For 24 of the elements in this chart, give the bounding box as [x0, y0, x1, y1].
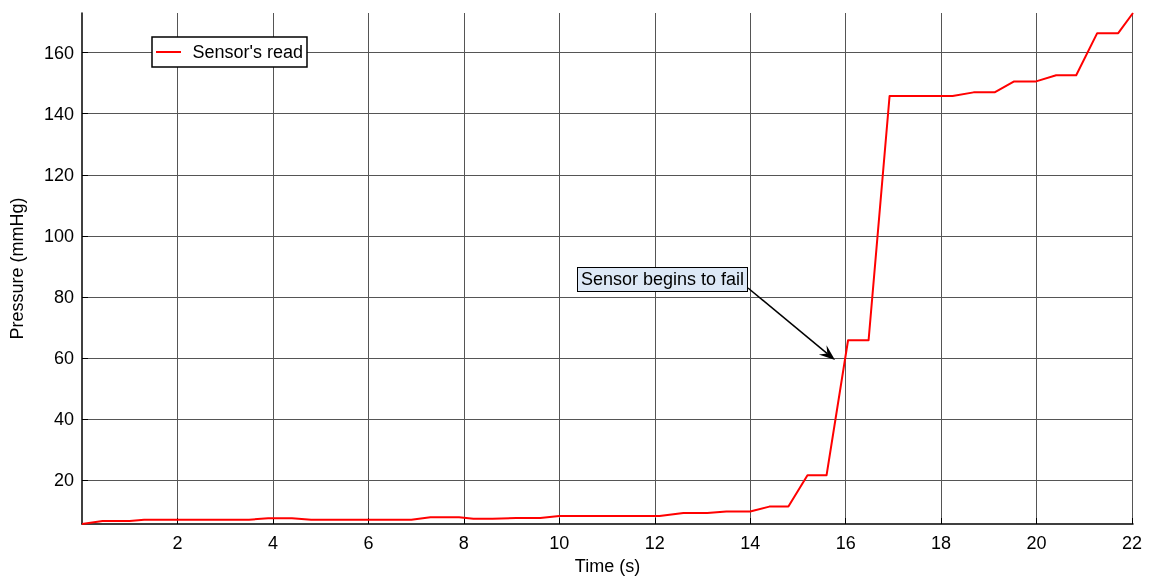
x-axis-title: Time (s) [574, 555, 641, 576]
y-axis-title: Pressure (mmHg) [7, 197, 27, 340]
x-tick-label: 22 [1122, 533, 1143, 553]
x-tick-label: 10 [549, 533, 570, 553]
x-tick-label: 8 [458, 533, 469, 553]
annotation: Sensor begins to fail [577, 267, 749, 292]
x-tick-label: 6 [363, 533, 374, 553]
y-tick-label: 100 [43, 225, 74, 246]
y-tick-label: 120 [43, 164, 74, 185]
x-tick-label: 2 [172, 533, 183, 553]
line-series [81, 12, 1134, 525]
y-tick-label: 20 [53, 470, 74, 491]
x-tick-label: 14 [740, 533, 761, 553]
x-tick-label: 20 [1026, 533, 1047, 553]
y-tick-label: 140 [43, 103, 74, 124]
x-tick-label: 12 [644, 533, 665, 553]
x-tick-label: 4 [267, 533, 278, 553]
x-tick-label: 16 [835, 533, 856, 553]
y-tick-label: 60 [53, 347, 74, 368]
x-tick-label: 18 [931, 533, 952, 553]
legend-label: Sensor's read [192, 42, 303, 62]
y-tick-label: 80 [53, 286, 74, 307]
y-tick-label: 160 [43, 42, 74, 63]
y-tick-label: 40 [53, 408, 74, 429]
